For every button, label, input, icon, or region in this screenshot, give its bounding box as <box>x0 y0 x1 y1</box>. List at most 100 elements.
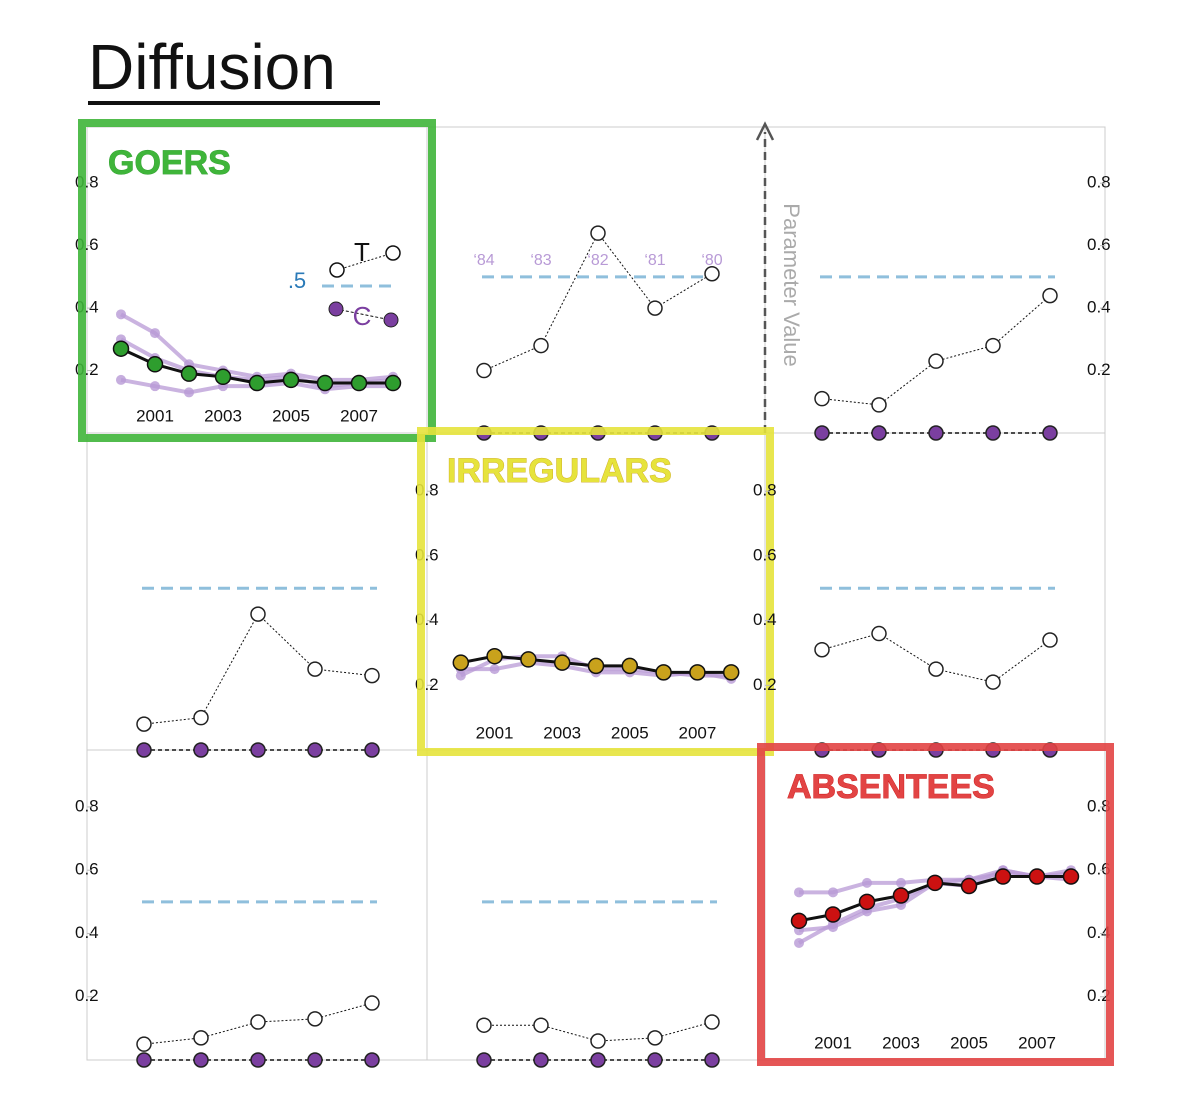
group-title: GOERS <box>108 144 231 182</box>
t-point <box>533 337 549 354</box>
t-point <box>871 397 887 413</box>
x-tick-label: 2005 <box>611 723 649 742</box>
y-tick-label: 0.6 <box>753 545 777 564</box>
t-point <box>476 362 492 379</box>
group-box <box>417 427 774 756</box>
t-line <box>143 613 373 725</box>
group-point <box>384 374 402 392</box>
x-tick-label: 2003 <box>543 723 581 742</box>
t-point <box>476 1017 492 1033</box>
t-point <box>928 353 944 369</box>
group-point <box>553 654 571 671</box>
y-tick-label: 0.8 <box>1087 796 1111 815</box>
member-point <box>184 387 194 398</box>
c-point <box>871 425 887 441</box>
legend: T .5 C <box>288 237 401 331</box>
c-point <box>985 425 1001 441</box>
member-point <box>794 937 804 948</box>
group-point <box>689 664 706 681</box>
c-point <box>193 742 209 758</box>
group-box <box>78 119 436 442</box>
y-tick-label: 0.4 <box>1087 298 1111 317</box>
c-point <box>647 1052 663 1068</box>
group-point <box>824 906 842 923</box>
x-tick-label: 2007 <box>678 723 716 742</box>
c-point <box>250 742 266 758</box>
t-point <box>704 266 720 282</box>
c-point <box>364 742 380 758</box>
member-point <box>116 374 126 385</box>
y-tick-label: 0.4 <box>75 923 99 942</box>
t-point <box>590 1033 606 1049</box>
member-point <box>862 877 872 888</box>
t-line <box>821 295 1051 406</box>
group-title: IRREGULARS <box>447 452 672 490</box>
c-point <box>307 1052 323 1068</box>
category-label: ‘81 <box>644 252 665 269</box>
t-point <box>307 1011 323 1027</box>
group-point <box>350 374 368 392</box>
c-point <box>136 1052 152 1068</box>
c-point <box>533 1052 549 1068</box>
member-point <box>896 877 906 888</box>
t-point <box>928 661 944 677</box>
y-tick-label: 0.4 <box>753 610 777 629</box>
group-point <box>960 877 978 895</box>
t-point <box>533 1017 549 1033</box>
t-point <box>814 390 830 407</box>
group-point <box>1062 868 1080 885</box>
group-point <box>214 368 232 386</box>
c-point <box>307 742 323 758</box>
t-line <box>821 633 1051 683</box>
y-tick-label: 0.6 <box>1087 235 1111 254</box>
t-point <box>193 1030 209 1046</box>
legend-c-marker <box>328 301 344 317</box>
c-point <box>704 1052 720 1068</box>
group-point <box>180 365 198 382</box>
legend-t: T <box>354 237 370 267</box>
member-point <box>116 309 126 320</box>
group-point <box>282 371 300 389</box>
c-point <box>590 1052 606 1068</box>
axis-label: Parameter Value <box>779 203 804 366</box>
y-tick-label: 0.2 <box>1087 360 1111 379</box>
t-point <box>364 667 380 684</box>
t-point <box>647 300 663 316</box>
t-point <box>1042 632 1058 648</box>
group-point <box>926 874 944 892</box>
member-point <box>794 887 804 898</box>
t-point <box>250 1014 266 1030</box>
x-tick-label: 2007 <box>340 406 378 425</box>
group-point <box>790 912 808 930</box>
t-point <box>590 225 606 241</box>
t-point <box>193 709 209 726</box>
c-point <box>364 1052 380 1068</box>
t-point <box>704 1014 720 1030</box>
group-point <box>587 657 605 675</box>
t-point <box>364 995 380 1011</box>
group-point <box>520 651 537 668</box>
member-point <box>150 381 160 392</box>
group-point <box>858 893 876 911</box>
group-point <box>655 664 672 681</box>
member-point <box>150 328 160 339</box>
group-point <box>316 374 334 392</box>
member-point <box>489 664 500 675</box>
y-tick-label: 0.6 <box>75 860 99 879</box>
arrow-head <box>755 121 775 141</box>
x-tick-label: 2001 <box>814 1033 852 1052</box>
group-point <box>452 654 470 671</box>
t-point <box>647 1030 663 1046</box>
x-tick-label: 2001 <box>136 406 174 425</box>
group-title: ABSENTEES <box>787 768 995 806</box>
page-title: Diffusion <box>88 31 336 103</box>
group-point <box>621 657 639 675</box>
category-label: ‘82 <box>587 252 608 269</box>
y-tick-label: 0.6 <box>1087 860 1111 879</box>
c-point <box>1042 425 1058 441</box>
group-box <box>757 743 1114 1066</box>
group-point <box>892 887 910 904</box>
group-point <box>994 868 1012 885</box>
y-tick-label: 0.8 <box>1087 173 1111 192</box>
